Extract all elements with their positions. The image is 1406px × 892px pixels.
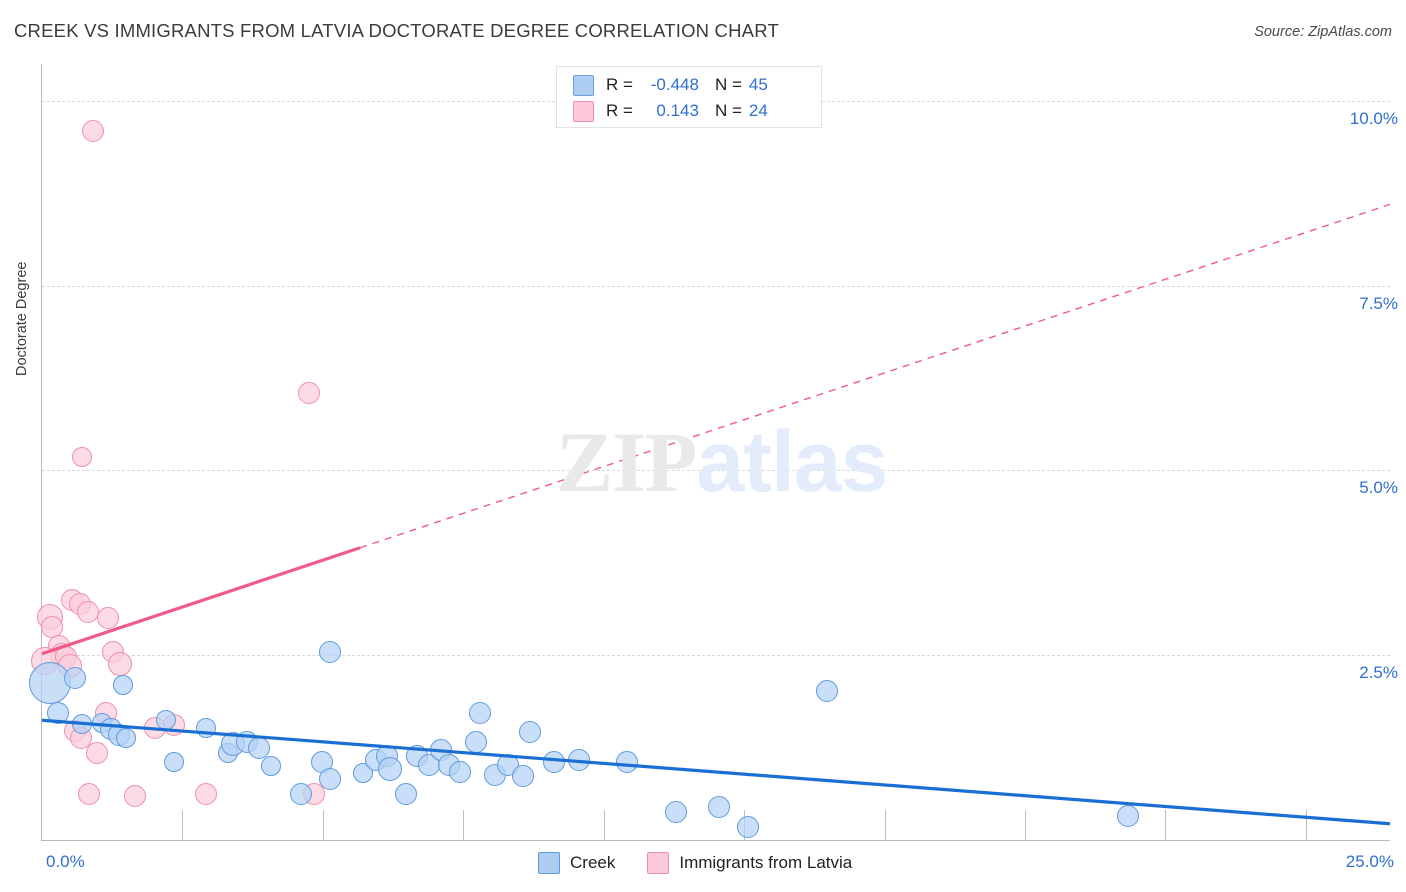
latvia-n-label: N = [714, 101, 742, 120]
y-tick-label-7.5: 7.5% [1359, 293, 1398, 313]
data-point[interactable] [815, 679, 838, 702]
data-point[interactable] [518, 721, 541, 744]
plot-area [29, 64, 1390, 840]
data-point[interactable] [297, 381, 320, 404]
x-tick-3 [463, 810, 464, 840]
legend-item-latvia[interactable]: Immigrants from Latvia [647, 852, 852, 874]
data-point[interactable] [319, 640, 342, 663]
y-axis-line [41, 64, 42, 841]
x-tick-1 [182, 810, 183, 840]
data-point[interactable] [465, 731, 488, 754]
creek-n-value: 45 [748, 75, 768, 94]
latvia-legend-swatch-icon [647, 852, 670, 874]
x-tick-9 [1306, 810, 1307, 840]
series-legend: Creek Immigrants from Latvia [538, 850, 884, 876]
data-point[interactable] [567, 749, 590, 772]
x-tick-7 [1025, 810, 1026, 840]
data-point[interactable] [96, 607, 119, 630]
x-tick-2 [323, 810, 324, 840]
y-tick-label-10.0: 10.0% [1349, 108, 1398, 128]
data-point[interactable] [64, 667, 87, 690]
data-point[interactable] [261, 756, 282, 777]
data-point[interactable] [72, 447, 93, 468]
source-attribution: Source: ZipAtlas.com [1254, 24, 1392, 40]
x-axis-min-label: 0.0% [46, 852, 85, 871]
data-point[interactable] [511, 765, 534, 788]
data-point[interactable] [108, 652, 133, 677]
data-point[interactable] [196, 717, 217, 738]
legend-label-creek: Creek [570, 853, 616, 872]
creek-legend-swatch-icon [538, 852, 560, 874]
y-axis-title: Doctorate Degree [14, 261, 30, 376]
data-point[interactable] [195, 783, 218, 806]
creek-swatch-icon [573, 74, 594, 96]
data-point[interactable] [394, 783, 417, 806]
data-point[interactable] [664, 800, 687, 823]
gridline-2.5 [42, 655, 1390, 657]
data-point[interactable] [47, 701, 70, 724]
data-point[interactable] [319, 768, 342, 791]
stats-row-creek: R = -0.448 N = 45 [573, 72, 811, 98]
data-point[interactable] [123, 784, 146, 807]
legend-label-latvia: Immigrants from Latvia [679, 853, 853, 872]
x-tick-6 [885, 810, 886, 840]
data-point[interactable] [707, 795, 730, 818]
y-tick-label-5.0: 5.0% [1359, 478, 1398, 498]
x-tick-8 [1165, 810, 1166, 840]
creek-r-label: R = [606, 75, 633, 94]
page-title: CREEK VS IMMIGRANTS FROM LATVIA DOCTORAT… [14, 20, 779, 41]
legend-item-creek[interactable]: Creek [538, 852, 615, 874]
data-point[interactable] [247, 736, 270, 759]
latvia-swatch-icon [573, 100, 594, 122]
x-tick-4 [604, 810, 605, 840]
data-point[interactable] [78, 783, 101, 806]
latvia-n-value: 24 [748, 101, 768, 120]
data-point[interactable] [164, 752, 185, 773]
data-point[interactable] [82, 119, 105, 142]
latvia-r-label: R = [606, 101, 633, 120]
latvia-r-value: 0.143 [656, 101, 699, 120]
creek-n-label: N = [714, 75, 742, 94]
data-point[interactable] [616, 750, 639, 773]
gridline-5.0 [42, 470, 1390, 472]
correlation-stats-box: R = -0.448 N = 45 R = 0.143 N = 24 [556, 66, 822, 128]
x-axis-max-label: 25.0% [1345, 852, 1394, 871]
gridline-7.5 [42, 285, 1390, 287]
data-point[interactable] [468, 701, 491, 724]
y-tick-label-2.5: 2.5% [1359, 663, 1398, 683]
data-point[interactable] [112, 674, 133, 695]
data-point[interactable] [448, 761, 471, 783]
data-point[interactable] [289, 783, 312, 806]
data-point[interactable] [543, 751, 566, 774]
data-point[interactable] [1117, 805, 1140, 828]
data-point[interactable] [85, 741, 108, 764]
data-point[interactable] [377, 757, 402, 782]
data-point[interactable] [29, 662, 72, 705]
creek-r-value: -0.448 [650, 75, 699, 94]
data-point[interactable] [115, 728, 136, 748]
data-point[interactable] [737, 815, 760, 838]
stats-row-latvia: R = 0.143 N = 24 [573, 98, 811, 124]
x-axis-line [42, 840, 1390, 841]
data-point[interactable] [76, 601, 99, 624]
